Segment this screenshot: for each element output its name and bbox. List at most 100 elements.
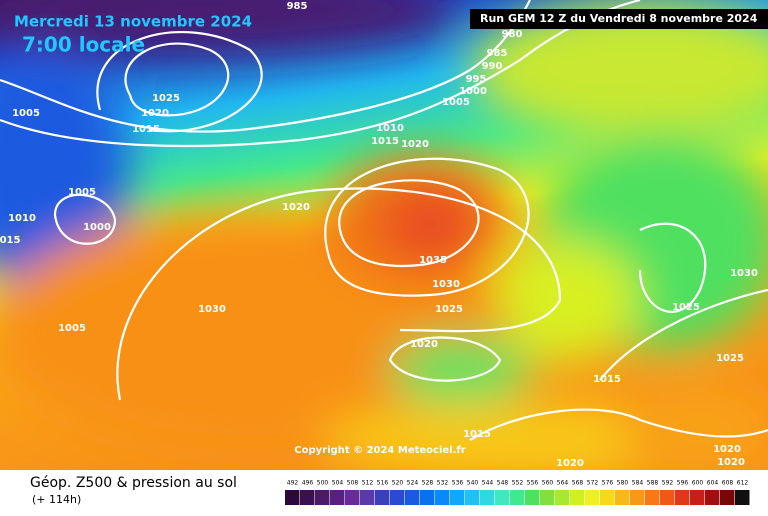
isobar-label: 1015: [371, 136, 399, 147]
isobar-label: 1015: [463, 429, 491, 440]
scale-label: 528: [422, 480, 434, 487]
scale-swatch: [690, 490, 705, 505]
scale-label: 576: [602, 480, 614, 487]
isobars: [0, 0, 768, 440]
scale-label: 536: [452, 480, 464, 487]
scale-swatch: [285, 490, 300, 505]
run-label: Run GEM 12 Z du Vendredi 8 novembre 2024: [480, 12, 758, 25]
scale-label: 600: [692, 480, 704, 487]
isobar-label: 1005: [68, 187, 96, 198]
scale-label: 532: [437, 480, 449, 487]
isobar-label: 1020: [556, 458, 584, 469]
isobar-label: 1030: [730, 268, 758, 279]
scale-label: 492: [287, 480, 299, 487]
scale-label: 552: [512, 480, 524, 487]
scale-label: 568: [572, 480, 584, 487]
scale-swatch: [375, 490, 390, 505]
scale-label: 520: [392, 480, 404, 487]
isobar-label: 1035: [419, 255, 447, 266]
scale-swatch: [495, 490, 510, 505]
scale-label: 504: [332, 480, 344, 487]
field: [0, 0, 768, 470]
isobar-label: 1010: [376, 123, 404, 134]
scale-swatch: [540, 490, 555, 505]
scale-swatch: [345, 490, 360, 505]
scale-label: 556: [527, 480, 539, 487]
scale-label: 516: [377, 480, 389, 487]
scale-swatch: [555, 490, 570, 505]
scale-label: 612: [737, 480, 749, 487]
isobar-label: 1005: [442, 97, 470, 108]
scale-label: 540: [467, 480, 479, 487]
scale-swatch: [435, 490, 450, 505]
scale-label: 524: [407, 480, 419, 487]
isobar-label: 1000: [83, 222, 111, 233]
scale-label: 584: [632, 480, 644, 487]
isobar-label: 1015: [132, 124, 160, 135]
isobar-label: 1025: [672, 302, 700, 313]
isobar-label: 1005: [12, 108, 40, 119]
isobar-label: 1000: [459, 86, 487, 97]
scale-swatch: [300, 490, 315, 505]
copyright: Copyright © 2024 Meteociel.fr: [294, 445, 465, 456]
color-scale: 492 496 500 504 508 512 516 520 524 528 532 536 540 5…: [285, 480, 750, 505]
isobar-label: 1030: [432, 279, 460, 290]
scale-swatch: [705, 490, 720, 505]
scale-swatch: [465, 490, 480, 505]
scale-label: 580: [617, 480, 629, 487]
scale-swatch: [525, 490, 540, 505]
scale-swatch: [585, 490, 600, 505]
isobar-labels: 9859809859909951000100510251020101510051…: [0, 1, 758, 469]
scale-swatch: [330, 490, 345, 505]
scale-label: 604: [707, 480, 719, 487]
scale-swatch: [600, 490, 615, 505]
isobar-label: 985: [487, 48, 508, 59]
isobar-label: 1025: [716, 353, 744, 364]
scale-swatch: [390, 490, 405, 505]
isobar-label: 1020: [410, 339, 438, 350]
date-label: Mercredi 13 novembre 2024: [14, 13, 252, 31]
scale-swatch: [315, 490, 330, 505]
isobar-label: 1005: [58, 323, 86, 334]
isobar-label: 1030: [198, 304, 226, 315]
scale-swatch: [630, 490, 645, 505]
isobar-label: 1015: [593, 374, 621, 385]
scale-label: 560: [542, 480, 554, 487]
scale-swatch: [360, 490, 375, 505]
footer-lead: (+ 114h): [32, 493, 81, 506]
isobar-label: 1025: [152, 93, 180, 104]
scale-label: 508: [347, 480, 359, 487]
scale-swatch: [480, 490, 495, 505]
isobar-label: 980: [502, 29, 523, 40]
scale-swatch: [450, 490, 465, 505]
scale-swatch: [615, 490, 630, 505]
scale-label: 572: [587, 480, 599, 487]
scale-swatch: [675, 490, 690, 505]
scale-label: 544: [482, 480, 494, 487]
isobar-label: 1020: [713, 444, 741, 455]
isobar-label: 995: [466, 74, 487, 85]
scale-swatch: [735, 490, 750, 505]
scale-label: 500: [317, 480, 329, 487]
isobar-label: 1020: [141, 108, 169, 119]
scale-label: 512: [362, 480, 374, 487]
scale-label: 592: [662, 480, 674, 487]
scale-label: 608: [722, 480, 734, 487]
scale-swatch: [660, 490, 675, 505]
scale-label: 548: [497, 480, 509, 487]
scale-label: 564: [557, 480, 569, 487]
isobar-label: 1025: [435, 304, 463, 315]
isobar-label: 990: [482, 61, 503, 72]
isobar-label: 1010: [8, 213, 36, 224]
scale-swatch: [720, 490, 735, 505]
isobar-label: 015: [0, 235, 20, 246]
isobar-label: 1020: [401, 139, 429, 150]
scale-swatch: [405, 490, 420, 505]
scale-swatch: [510, 490, 525, 505]
isobar-label: 1020: [282, 202, 310, 213]
isobar-label: 1020: [717, 457, 745, 468]
scale-label: 496: [302, 480, 314, 487]
scale-label: 596: [677, 480, 689, 487]
isobar-label: 985: [287, 1, 308, 12]
